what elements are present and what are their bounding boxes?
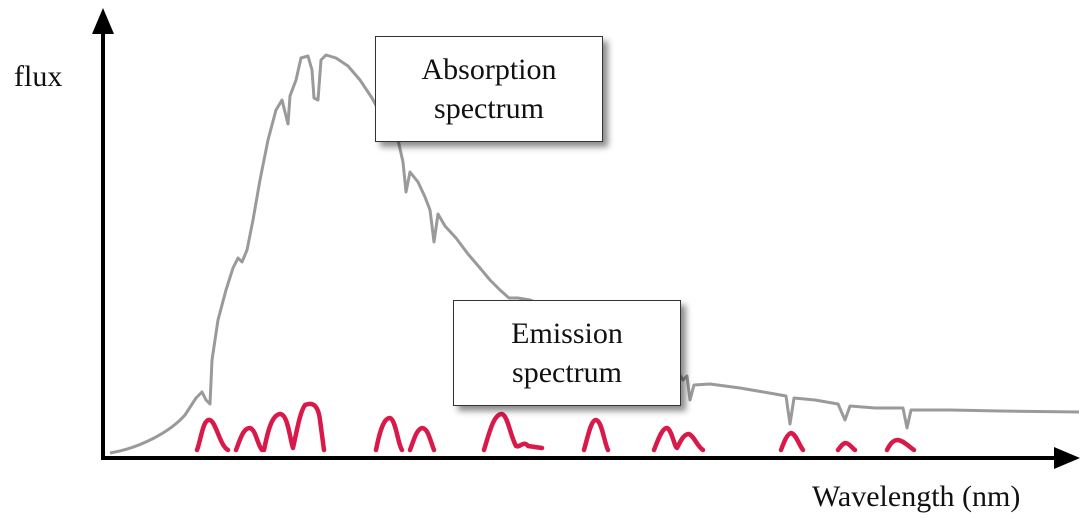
emission-peak-group-5 [407,425,437,453]
absorption-spectrum-callout: Absorption spectrum [375,36,603,142]
emission-peak-group-9 [778,430,806,453]
emission-peak-group-10 [835,440,858,453]
emission-peak-group-2 [233,425,265,453]
absorption-callout-line-2: spectrum [434,92,544,125]
emission-peak-group-11 [884,437,917,453]
emission-peak-group-7 [581,417,611,453]
y-axis-arrowhead [92,8,114,34]
y-axis-label: flux [14,60,63,93]
emission-callout-line-1: Emission [511,317,623,350]
emission-peak-group-1 [194,417,231,453]
emission-peak-group-6 [481,411,545,453]
x-axis-label: Wavelength (nm) [812,480,1021,513]
emission-peak-group-3 [261,401,327,453]
emission-spectrum-callout: Emission spectrum [453,300,681,406]
emission-callout-line-2: spectrum [512,356,622,389]
emission-peak-group-8 [651,425,706,453]
emission-peaks [194,401,917,453]
absorption-callout-line-1: Absorption [421,53,557,86]
x-axis-arrowhead [1054,447,1080,469]
emission-peak-group-4 [373,415,405,453]
